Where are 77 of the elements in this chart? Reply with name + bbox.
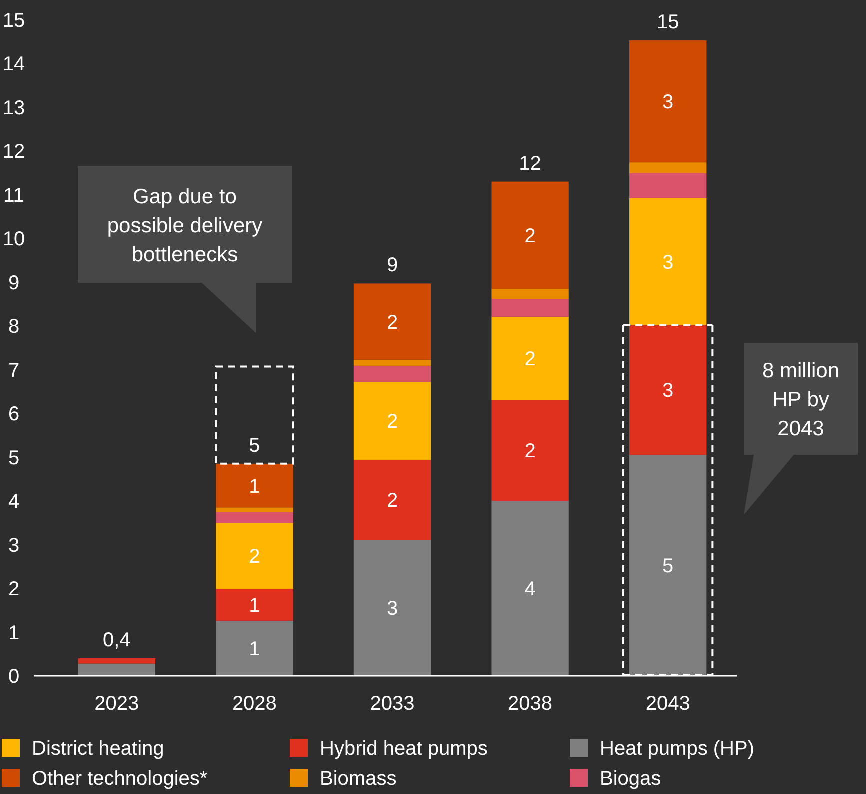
bar [492,288,569,300]
bar [492,299,569,317]
data-label: 2 [524,440,536,463]
bar [216,620,294,676]
y-tick-label: 13 [2,97,26,120]
total-label: 15 [656,12,680,34]
bar [354,360,432,366]
y-tick-label: 8 [8,316,20,338]
bar [216,588,294,621]
data-label: 2 [249,546,260,568]
data-label: 4 [524,578,536,601]
legend-label: Heat pumps (HP) [600,738,754,760]
y-tick-label: 3 [8,534,20,557]
legend-label: Other technologies* [32,768,208,790]
y-tick-label: 12 [2,141,26,164]
y-tick-label: 6 [8,404,20,426]
annotation: Gap due to possible delivery bottlenecks [107,185,264,266]
x-tick-label: 2038 [508,693,553,715]
data-label: 3 [662,252,674,274]
bar [354,382,432,460]
x-tick-label: 2033 [370,693,415,715]
text: 8 million HP by 2043 [762,359,840,440]
data-label: 1 [249,476,260,498]
bar [78,658,156,664]
total-label: 12 [519,152,542,175]
total-label: 5 [249,434,260,457]
data-label: 3 [386,598,398,620]
data-label: 5 [662,556,674,578]
bar [630,455,707,676]
data-label: 2 [386,312,398,334]
bar [78,664,156,676]
x-tick-label: 2028 [232,693,277,715]
data-label: 1 [249,638,260,660]
total-label: 0,4 [102,630,131,652]
data-label: 3 [662,380,674,402]
y-tick-label: 5 [8,447,20,470]
y-tick-label: 4 [8,491,20,514]
legend-label: Hybrid heat pumps [320,738,488,760]
bar [215,366,294,465]
y-tick-label: 2 [8,578,20,601]
data-label: 1 [249,594,260,617]
legend-label: Biomass [320,768,397,790]
y-tick-label: 1 [8,622,20,644]
y-tick-label: 0 [8,666,20,688]
data-label: 2 [524,225,536,248]
bar [492,400,569,502]
bar [354,460,432,540]
data-label: 3 [662,92,674,114]
bar [354,284,432,360]
bar [492,316,569,400]
data-label: 2 [386,490,398,512]
bar [216,464,294,508]
y-tick-label: 7 [8,360,20,382]
bar [354,366,432,382]
y-tick-label: 10 [2,228,26,251]
bar [630,40,707,163]
y-tick-label: 14 [2,54,26,76]
data-label: 2 [524,348,536,370]
x-tick-label: 2023 [94,693,140,715]
bar [630,162,707,174]
bar [216,508,294,512]
bar [492,501,569,676]
x-tick-label: 2043 [646,693,690,715]
bar [630,174,707,198]
y-tick-label: 9 [8,272,20,294]
bar [630,325,707,456]
bar [492,182,569,289]
bar [630,198,707,326]
bar [216,523,294,589]
total-label: 9 [386,254,398,277]
y-tick-label: 15 [2,10,26,32]
bar [216,512,294,524]
bar [354,540,432,676]
data-label: 2 [386,411,398,434]
legend-label: District heating [32,738,164,760]
legend-label: Biogas [600,768,662,790]
y-tick-label: 11 [4,184,24,207]
